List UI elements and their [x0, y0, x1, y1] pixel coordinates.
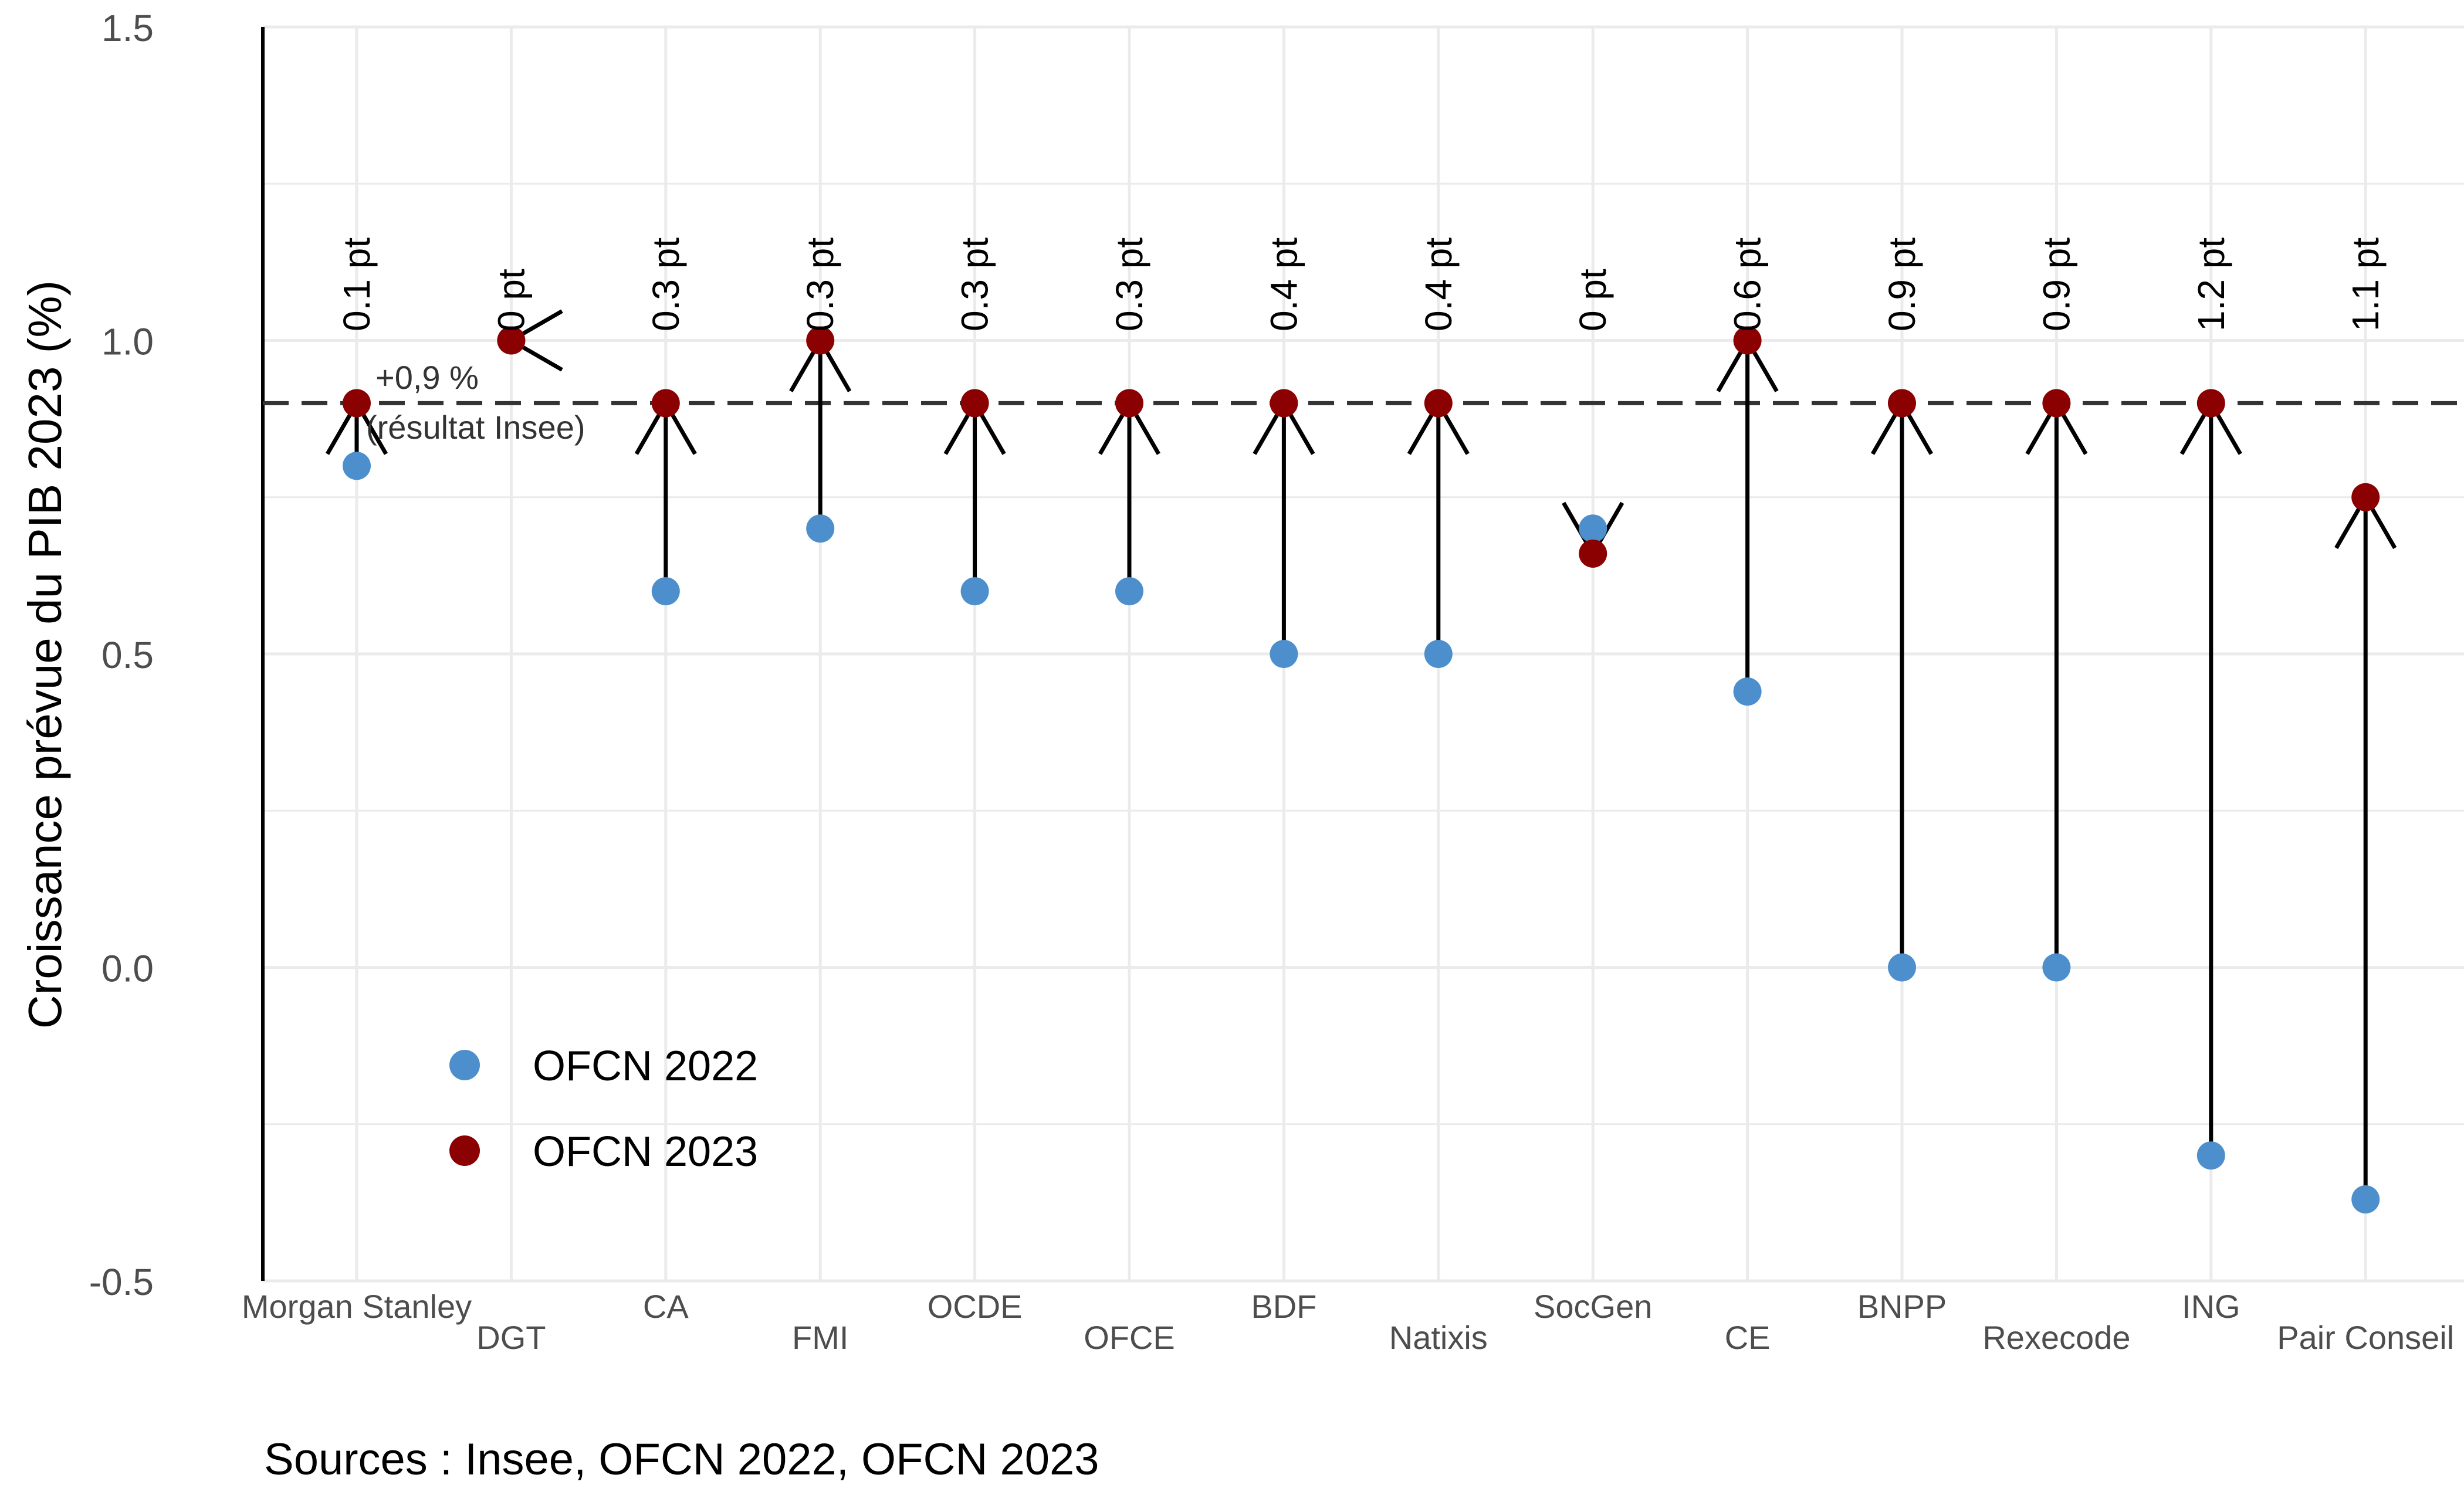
change-arrow	[1870, 402, 1934, 968]
delta-label: 0.9 pt	[2035, 238, 2077, 331]
x-tick-label: Rexecode	[1982, 1319, 2130, 1356]
point-ofcn-2023	[960, 389, 989, 418]
change-arrow	[1407, 402, 1470, 654]
change-arrow	[2025, 402, 2088, 968]
legend: OFCN 2022 OFCN 2023	[449, 1043, 758, 1175]
point-ofcn-2023	[651, 389, 680, 418]
x-tick-label: ING	[2182, 1288, 2240, 1325]
delta-label: 0.3 pt	[799, 238, 841, 331]
y-tick-labels: -0.5 0.0 0.5 1.0 1.5	[89, 7, 154, 1303]
change-arrow	[1716, 339, 1779, 692]
point-ofcn-2023	[2351, 483, 2380, 511]
point-ofcn-2023	[2042, 389, 2071, 418]
delta-label: 0 pt	[490, 269, 532, 331]
change-arrow	[1253, 402, 1315, 654]
x-tick-label: BDF	[1251, 1288, 1316, 1325]
point-ofcn-2022	[2196, 1141, 2225, 1170]
change-arrows	[325, 309, 2397, 1200]
reference-label-source: (résultat Insee)	[366, 409, 585, 446]
point-ofcn-2022	[343, 452, 371, 480]
point-ofcn-2023	[2196, 389, 2225, 418]
y-tick-label: 1.0	[101, 321, 154, 363]
change-arrow	[2179, 402, 2242, 1156]
point-ofcn-2022	[2351, 1185, 2380, 1214]
x-tick-label: FMI	[792, 1319, 848, 1356]
point-ofcn-2022	[1733, 677, 1762, 706]
reference-annotation: +0,9 % (résultat Insee)	[366, 359, 585, 446]
point-ofcn-2023	[343, 389, 371, 418]
point-ofcn-2022	[1424, 640, 1453, 668]
x-tick-label: Morgan Stanley	[242, 1288, 472, 1325]
data-points	[343, 326, 2380, 1214]
delta-label: 1.1 pt	[2344, 238, 2387, 331]
legend-label: OFCN 2023	[533, 1128, 758, 1175]
legend-item: OFCN 2022	[449, 1043, 758, 1090]
point-ofcn-2022	[651, 577, 680, 606]
point-ofcn-2023	[1270, 389, 1298, 418]
legend-swatch	[449, 1135, 480, 1166]
delta-label: 0.3 pt	[954, 238, 996, 331]
x-tick-label: BNPP	[1857, 1288, 1947, 1325]
y-tick-label: 1.5	[101, 7, 154, 49]
delta-label: 0.1 pt	[336, 238, 378, 331]
delta-label: 0.3 pt	[645, 238, 687, 331]
legend-item: OFCN 2023	[449, 1128, 758, 1175]
delta-label: 0.4 pt	[1417, 238, 1460, 331]
point-ofcn-2023	[1424, 389, 1453, 418]
x-tick-label: OCDE	[928, 1288, 1023, 1325]
source-caption: Sources : Insee, OFCN 2022, OFCN 2023	[264, 1435, 1099, 1484]
reference-label-value: +0,9 %	[375, 359, 479, 396]
x-tick-label: CA	[643, 1288, 689, 1325]
point-ofcn-2022	[2042, 953, 2071, 982]
point-ofcn-2023	[1579, 539, 1607, 568]
x-tick-label: Natixis	[1389, 1319, 1488, 1356]
delta-label: 1.2 pt	[2190, 238, 2232, 331]
point-ofcn-2022	[806, 514, 835, 543]
x-tick-label: OFCE	[1084, 1319, 1175, 1356]
x-tick-label: SocGen	[1534, 1288, 1652, 1325]
y-tick-label: 0.5	[101, 634, 154, 676]
point-ofcn-2022	[1115, 577, 1143, 606]
point-ofcn-2023	[806, 326, 835, 355]
point-ofcn-2023	[1733, 326, 1762, 355]
x-tick-label: DGT	[476, 1319, 546, 1356]
point-ofcn-2022	[1888, 953, 1916, 982]
delta-labels: 0.1 pt 0 pt 0.3 pt 0.3 pt 0.3 pt 0.3 pt 0.4 pt…	[336, 238, 2387, 331]
point-ofcn-2022	[1579, 514, 1607, 543]
delta-label: 0.9 pt	[1881, 238, 1923, 331]
point-ofcn-2023	[497, 326, 526, 355]
grid	[263, 25, 2464, 1283]
point-ofcn-2023	[1115, 389, 1143, 418]
legend-swatch	[449, 1050, 480, 1080]
delta-label: 0.4 pt	[1263, 238, 1305, 331]
y-axis-title: Croissance prévue du PIB 2023 (%)	[19, 280, 71, 1029]
delta-label: 0.6 pt	[1727, 238, 1769, 331]
delta-label: 0 pt	[1572, 269, 1614, 331]
y-tick-label: 0.0	[101, 948, 154, 990]
point-ofcn-2022	[1270, 640, 1298, 668]
x-tick-label: Pair Conseil	[2277, 1319, 2454, 1356]
point-ofcn-2023	[1888, 389, 1916, 418]
point-ofcn-2022	[960, 577, 989, 606]
change-arrow	[2334, 496, 2397, 1200]
y-tick-label: -0.5	[89, 1261, 154, 1303]
delta-label: 0.3 pt	[1108, 238, 1150, 331]
x-tick-label: CE	[1725, 1319, 1771, 1356]
legend-label: OFCN 2022	[533, 1043, 758, 1090]
change-arrow	[789, 339, 852, 529]
